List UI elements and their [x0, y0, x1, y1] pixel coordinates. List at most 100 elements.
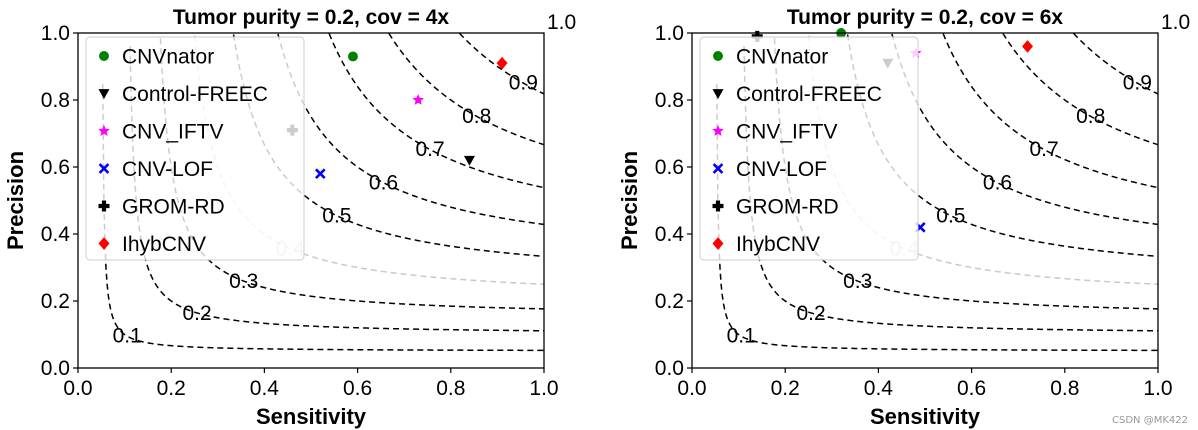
legend-label: IhybCNV [736, 233, 820, 256]
x-tick-label: 0.2 [771, 377, 800, 400]
y-tick-label: 0.2 [655, 290, 684, 313]
legend-marker [98, 163, 110, 174]
y-tick-label: 0.8 [655, 89, 684, 112]
y-tick-label: 1.0 [655, 22, 684, 45]
iso-f1-curve [716, 83, 1158, 352]
x-tick-label: 0.8 [436, 377, 465, 400]
y-tick-label: 0.4 [41, 223, 71, 246]
iso-f1-label: 0.6 [369, 171, 398, 194]
plot-frame [77, 32, 545, 369]
x-tick-label: 0.6 [957, 377, 986, 400]
iso-f1-label: 0.8 [462, 105, 491, 128]
y-tick-label: 0.2 [41, 290, 70, 313]
legend-label: CNV_IFTV [122, 121, 224, 144]
y-tick-label: 0.0 [41, 357, 70, 380]
iso-f1-label: 0.6 [983, 171, 1012, 194]
x-axis-label: Sensitivity [870, 404, 981, 429]
legend-marker [98, 89, 110, 99]
legend-label: GROM-RD [122, 196, 225, 219]
y-axis-label: Precision [617, 151, 642, 250]
iso-f1-curve [277, 33, 544, 226]
legend: CNVnator Control-FREEC CNV_IFTV CNV-LOF GROM… [85, 36, 305, 261]
legend-label: GROM-RD [736, 196, 839, 219]
legend-marker [712, 124, 724, 136]
iso-f1-label: 0.3 [229, 270, 258, 293]
data-point-ihybcnv [1022, 40, 1034, 53]
x-tick-label: 0.4 [864, 377, 894, 400]
iso-f1-curve [773, 38, 1158, 310]
legend-label: CNVnator [736, 46, 828, 69]
y-tick-label: 0.0 [655, 357, 684, 380]
x-axis-label: Sensitivity [256, 404, 367, 429]
iso-f1-curve [388, 33, 544, 146]
x-tick-label: 0.2 [157, 377, 186, 400]
y-tick-label: 0.4 [655, 223, 685, 246]
iso-f1-curve [159, 38, 544, 310]
legend-marker [98, 124, 110, 136]
iso-f1-curve [891, 33, 1158, 226]
iso-f1-curve [458, 33, 544, 95]
legend-label: CNVnator [122, 46, 214, 69]
iso-f1-label: 0.8 [1076, 105, 1105, 128]
x-tick-label: 1.0 [1143, 377, 1172, 400]
x-tick-label: 0.0 [63, 377, 92, 400]
legend-label: CNV_IFTV [736, 121, 838, 144]
legend-label: Control-FREEC [122, 83, 268, 106]
legend-label: CNV-LOF [736, 158, 827, 181]
legend-marker [99, 51, 109, 61]
data-point-cnv-lof [315, 168, 326, 180]
plot-frame [691, 32, 1159, 369]
x-tick-label: 0.8 [1050, 377, 1079, 400]
chart-title: Tumor purity = 0.2, cov = 4x [173, 6, 450, 29]
x-tick-label: 0.4 [250, 377, 280, 400]
legend-marker [98, 237, 110, 250]
iso-f1-label: 1.0 [1161, 11, 1190, 34]
iso-f1-label: 0.7 [1030, 138, 1059, 161]
iso-f1-curve [743, 45, 1158, 332]
iso-f1-label: 0.1 [113, 325, 142, 348]
y-axis-label: Precision [3, 151, 28, 250]
watermark: CSDN @MK422 [1112, 415, 1188, 426]
iso-f1-label: 1.0 [547, 11, 576, 34]
x-tick-label: 1.0 [529, 377, 558, 400]
legend-marker [712, 200, 724, 212]
iso-f1-label: 0.5 [322, 204, 351, 227]
iso-f1-curve [102, 83, 544, 352]
x-tick-label: 0.6 [343, 377, 372, 400]
y-tick-label: 0.6 [41, 156, 70, 179]
iso-f1-curve [1072, 33, 1158, 95]
legend-marker [712, 163, 724, 174]
iso-f1-curve [328, 33, 544, 189]
legend-box [85, 36, 305, 261]
legend-marker [712, 237, 724, 250]
chart-panel-2: 0.1 0.2 0.3 0.4 0.5 0.6 0.7 0.8 0.9 1.0 CNVnator Co… [617, 6, 1190, 429]
iso-f1-label: 0.1 [727, 325, 756, 348]
iso-f1-curve [1002, 33, 1158, 146]
iso-f1-curve [942, 33, 1158, 189]
iso-f1-label: 0.3 [843, 270, 872, 293]
iso-f1-label: 0.7 [416, 138, 445, 161]
legend-label: IhybCNV [122, 233, 206, 256]
iso-f1-label: 0.2 [183, 302, 212, 325]
data-point-cnvnator [347, 51, 358, 62]
y-tick-label: 1.0 [41, 22, 70, 45]
legend-box [699, 36, 919, 261]
chart-title: Tumor purity = 0.2, cov = 6x [787, 6, 1064, 29]
iso-f1-label: 0.2 [797, 302, 826, 325]
y-tick-label: 0.6 [655, 156, 684, 179]
data-point-cnv-iftv [412, 93, 424, 105]
legend-label: CNV-LOF [122, 158, 213, 181]
legend-label: Control-FREEC [736, 83, 882, 106]
legend-marker [713, 51, 723, 61]
data-point-grom-rd [751, 30, 763, 42]
data-point-ihybcnv [496, 56, 508, 70]
legend: CNVnator Control-FREEC CNV_IFTV CNV-LOF GROM… [699, 36, 919, 261]
iso-f1-label: 0.9 [1123, 72, 1152, 95]
iso-f1-curve [129, 45, 544, 332]
iso-f1-label: 0.5 [936, 204, 965, 227]
iso-f1-curves [716, 33, 1158, 352]
data-point-control-freec [463, 155, 475, 166]
chart-panel-1: 0.1 0.2 0.3 0.4 0.5 0.6 0.7 0.8 0.9 1.0 CNVnator Co… [3, 6, 576, 429]
y-tick-label: 0.8 [41, 89, 70, 112]
